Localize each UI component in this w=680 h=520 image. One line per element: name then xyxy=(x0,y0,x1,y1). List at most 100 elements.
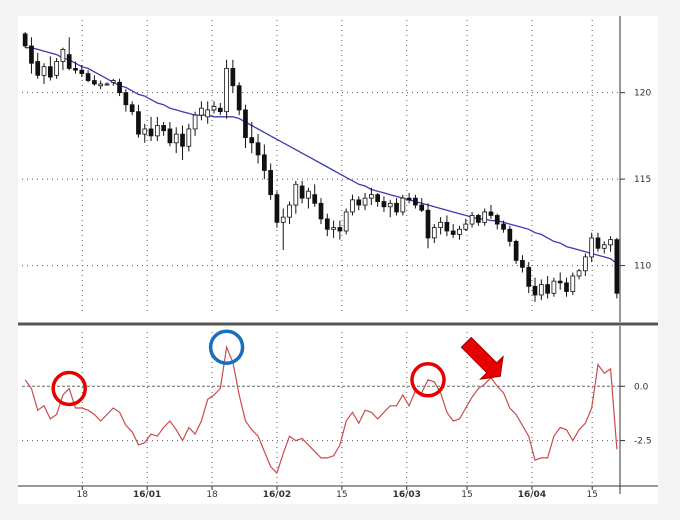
candle-body xyxy=(35,61,41,76)
candle-body xyxy=(136,111,141,135)
candle-body xyxy=(564,282,569,292)
candle-body xyxy=(54,61,59,76)
candle-body xyxy=(507,228,513,242)
candle-body xyxy=(413,197,418,206)
candle-body xyxy=(104,83,110,86)
candle-body xyxy=(161,125,166,132)
candle-body xyxy=(92,80,97,85)
candle-body xyxy=(180,133,185,147)
candle-body xyxy=(595,237,601,249)
red-arrow xyxy=(460,336,504,380)
candle-body xyxy=(280,216,286,223)
arrow-shape xyxy=(460,336,504,380)
candle-body xyxy=(243,109,248,139)
candle-body xyxy=(450,230,456,235)
highlight-circle xyxy=(410,362,446,398)
candle-body xyxy=(538,284,544,296)
candle-body xyxy=(501,223,506,230)
candle-body xyxy=(148,128,154,137)
candle-body xyxy=(463,223,469,230)
candle-body xyxy=(526,266,532,287)
candle-body xyxy=(110,80,116,83)
candle-body xyxy=(520,259,525,268)
candle-body xyxy=(438,221,443,228)
moving-average-line xyxy=(25,47,618,265)
candle-body xyxy=(375,194,381,202)
candle-body xyxy=(85,73,91,81)
candle-body xyxy=(205,109,211,118)
highlight-circle xyxy=(51,370,87,407)
candle-body xyxy=(482,211,488,223)
candle-body xyxy=(230,68,236,87)
candle-body xyxy=(154,125,160,137)
chart-frame: 18 16/01 18 16/02 15 16/03 15 16/04 15 110 115 120 0… xyxy=(18,16,658,504)
candle-body xyxy=(576,270,582,277)
panel-divider xyxy=(18,322,658,326)
moving-average-layer xyxy=(25,47,618,265)
candle-body xyxy=(47,66,53,78)
candle-body xyxy=(419,204,425,211)
price-y-tick-label: 110 xyxy=(634,262,651,272)
x-tick-label: 18 xyxy=(77,490,89,500)
candle-body xyxy=(224,68,229,113)
osc-y-tick-label: -2.5 xyxy=(634,437,652,447)
candles-layer xyxy=(22,32,620,302)
candle-body xyxy=(186,128,192,147)
candle-body xyxy=(312,194,318,204)
candle-body xyxy=(601,244,607,249)
candle-body xyxy=(249,137,255,144)
x-tick-label: 18 xyxy=(206,490,218,500)
x-tick-label: 16/02 xyxy=(263,490,291,500)
x-tick-label: 16/01 xyxy=(133,490,161,500)
oscillator-line xyxy=(24,344,618,475)
candle-body xyxy=(469,215,475,225)
candle-body xyxy=(79,69,85,75)
candle-body xyxy=(570,275,576,292)
highlight-circle xyxy=(208,329,245,365)
candle-body xyxy=(494,215,500,225)
candle-body xyxy=(192,114,198,130)
x-tick-label: 15 xyxy=(336,490,347,500)
candle-body xyxy=(488,211,494,216)
candle-body xyxy=(73,68,78,71)
candle-body xyxy=(608,239,613,246)
x-tick-label: 16/03 xyxy=(393,490,421,500)
price-y-tick-label: 120 xyxy=(634,89,651,99)
candle-body xyxy=(66,54,72,69)
x-tick-label: 16/04 xyxy=(518,490,546,500)
candle-body xyxy=(369,194,374,199)
candle-body xyxy=(532,285,538,296)
candle-body xyxy=(337,227,343,232)
candle-body xyxy=(173,133,179,144)
candle-body xyxy=(331,227,336,230)
candle-body xyxy=(236,85,242,111)
candle-body xyxy=(293,183,299,206)
candle-body xyxy=(117,81,122,94)
axes-layer xyxy=(18,16,658,494)
candle-body xyxy=(387,202,393,208)
candle-body xyxy=(306,190,311,199)
x-tick-label: 15 xyxy=(586,490,597,500)
candle-body xyxy=(381,201,387,208)
candle-body xyxy=(362,197,368,206)
candle-body xyxy=(268,170,273,196)
candle-body xyxy=(557,280,563,284)
annotations-layer xyxy=(51,329,504,407)
candle-body xyxy=(142,128,148,135)
candle-body xyxy=(22,33,28,47)
candle-body xyxy=(299,185,305,199)
candle-body xyxy=(350,199,355,213)
x-tick-label: 15 xyxy=(461,490,472,500)
candle-body xyxy=(431,227,437,239)
candle-body xyxy=(444,221,450,232)
candle-body xyxy=(123,92,129,106)
candle-body xyxy=(457,228,462,235)
price-y-tick-label: 115 xyxy=(634,175,651,185)
osc-y-tick-label: 0.0 xyxy=(634,382,649,392)
candle-body xyxy=(261,154,267,171)
candle-body xyxy=(98,83,104,87)
candle-body xyxy=(394,202,399,213)
candle-body xyxy=(167,128,173,144)
candle-body xyxy=(324,218,330,230)
grid-layer xyxy=(22,20,620,484)
